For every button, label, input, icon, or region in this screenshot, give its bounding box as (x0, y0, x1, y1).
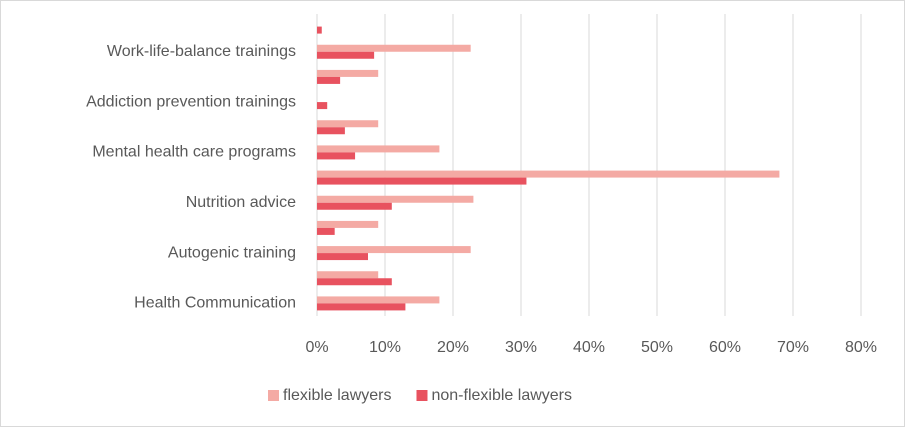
x-tick-label: 30% (505, 339, 537, 356)
bar (317, 296, 440, 304)
x-tick-label: 10% (369, 339, 401, 356)
bar (317, 227, 335, 235)
bar (317, 152, 356, 160)
bar (317, 253, 368, 261)
x-tick-label: 70% (777, 339, 809, 356)
x-tick-label: 0% (305, 339, 328, 356)
legend-label: non-flexible lawyers (431, 387, 572, 404)
y-tick-label: Nutrition advice (186, 194, 296, 211)
y-tick-label: Autogenic training (168, 244, 296, 261)
bar (317, 195, 474, 203)
y-tick-label: Work-life-balance trainings (107, 43, 296, 60)
bar (317, 220, 379, 228)
x-tick-label: 80% (845, 339, 877, 356)
legend-swatch (416, 390, 428, 401)
bar (317, 246, 471, 254)
bar (317, 202, 392, 210)
bar (317, 145, 440, 153)
x-tick-label: 40% (573, 339, 605, 356)
x-tick-label: 50% (641, 339, 673, 356)
bar (317, 127, 345, 135)
bar (317, 69, 379, 77)
legend-label: flexible lawyers (283, 387, 391, 404)
bar (317, 120, 379, 128)
bar (317, 278, 392, 286)
bar (317, 271, 379, 279)
legend-swatch (268, 390, 279, 401)
bar (317, 51, 375, 59)
bar (317, 170, 780, 178)
bar (317, 303, 406, 311)
x-tick-label: 60% (709, 339, 741, 356)
bar (317, 44, 471, 52)
x-tick-label: 20% (437, 339, 469, 356)
bar (317, 76, 341, 84)
bar (317, 26, 322, 34)
bar (317, 177, 527, 185)
bar (317, 102, 328, 110)
y-tick-label: Addiction prevention trainings (86, 93, 296, 110)
y-tick-label: Mental health care programs (92, 144, 296, 161)
y-tick-label: Health Communication (134, 295, 296, 312)
